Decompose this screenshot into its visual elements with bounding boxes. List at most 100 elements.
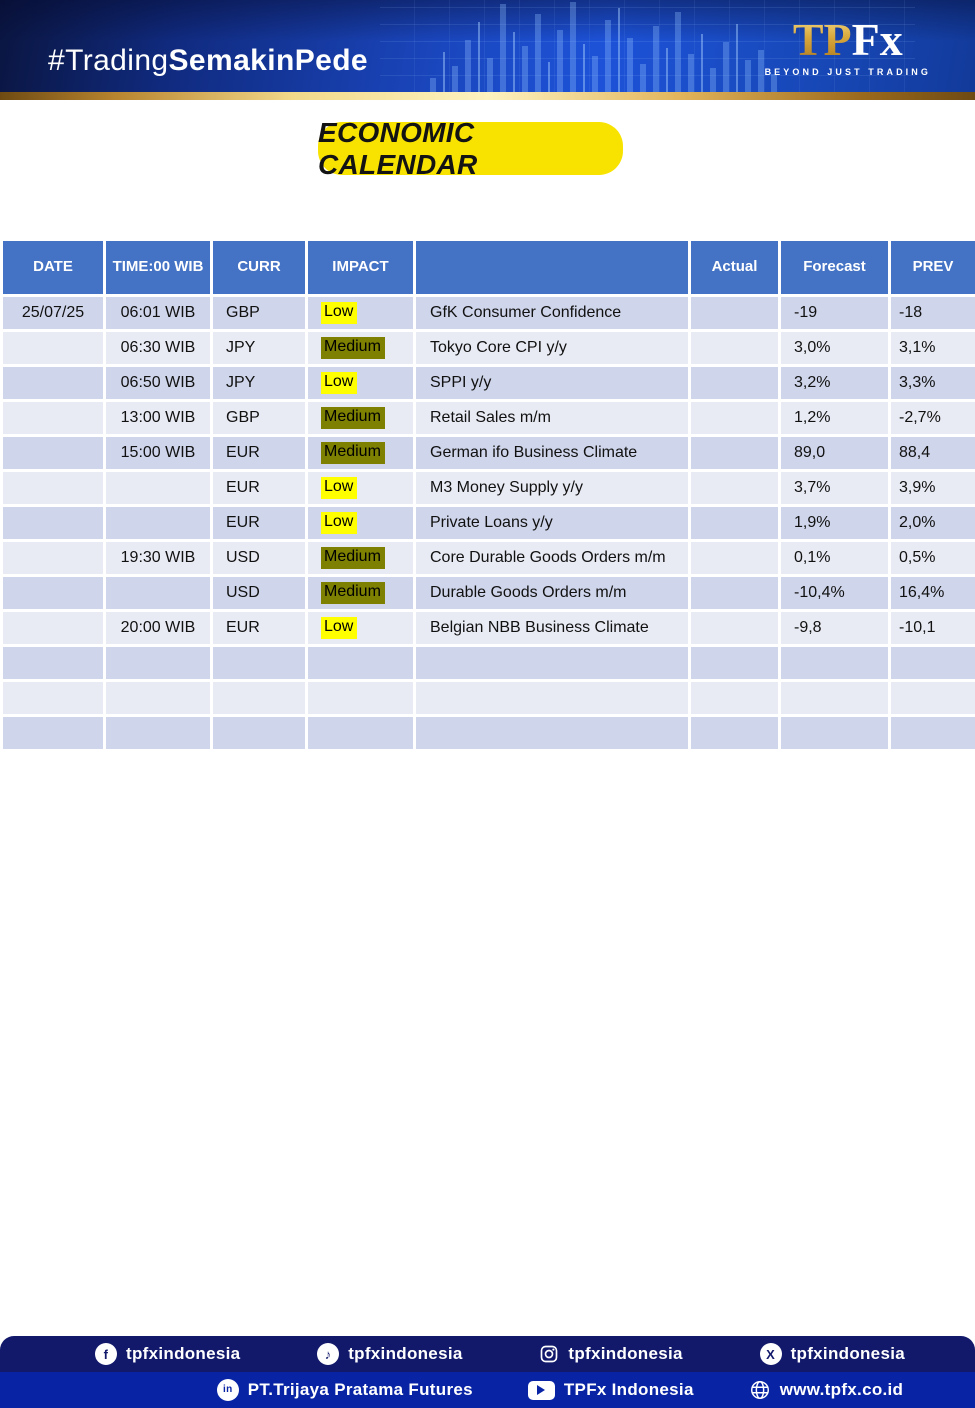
globe-icon	[749, 1379, 771, 1401]
table-row: 13:00 WIB GBP Medium Retail Sales m/m 1,…	[0, 399, 975, 437]
social-label: tpfxindonesia	[790, 1344, 905, 1363]
cell-actual	[688, 609, 781, 647]
linkedin-icon: in	[216, 1379, 239, 1401]
cell-date	[0, 679, 106, 717]
table-row	[0, 644, 975, 682]
cell-prev: 88,4	[888, 434, 975, 472]
logo-tagline: BEYOND JUST TRADING	[764, 67, 931, 78]
cell-prev: 16,4%	[888, 574, 975, 612]
page-title-badge: ECONOMIC CALENDAR	[318, 117, 623, 180]
table-row	[0, 679, 975, 717]
cell-time	[103, 679, 213, 717]
social-label: tpfxindonesia	[568, 1344, 683, 1363]
impact-badge: Medium	[321, 442, 385, 464]
cell-prev: 0,5%	[888, 539, 975, 577]
table-row: EUR Low M3 Money Supply y/y 3,7% 3,9%	[0, 469, 975, 507]
social-instagram[interactable]: tpfxindonesia	[539, 1344, 682, 1364]
gold-divider	[0, 92, 975, 100]
header-impact: IMPACT	[305, 238, 416, 297]
table-row: 06:50 WIB JPY Low SPPI y/y 3,2% 3,3%	[0, 364, 975, 402]
cell-currency: EUR	[210, 504, 308, 542]
cell-time: 06:50 WIB	[103, 364, 213, 402]
cell-actual	[688, 504, 781, 542]
cell-currency: USD	[210, 539, 308, 577]
cell-time: 20:00 WIB	[103, 609, 213, 647]
banner-chart-decoration	[430, 0, 895, 92]
impact-badge: Medium	[321, 582, 385, 604]
cell-currency: EUR	[210, 609, 308, 647]
cell-actual	[688, 434, 781, 472]
cell-event: German ifo Business Climate	[413, 434, 691, 472]
cell-date	[0, 644, 106, 682]
cell-impact: Low	[305, 294, 416, 332]
cell-currency: GBP	[210, 399, 308, 437]
cell-impact: Low	[305, 609, 416, 647]
impact-badge: Low	[321, 512, 358, 534]
hashtag-bold-part: SemakinPede	[168, 44, 369, 77]
hashtag-light-part: #Trading	[48, 44, 169, 77]
info-linkedin[interactable]: in PT.Trijaya Pratama Futures	[216, 1379, 473, 1401]
info-label: PT.Trijaya Pratama Futures	[247, 1380, 473, 1399]
cell-actual	[688, 644, 781, 682]
cell-currency: JPY	[210, 329, 308, 367]
cell-event: Tokyo Core CPI y/y	[413, 329, 691, 367]
info-bar: in PT.Trijaya Pratama Futures TPFx Indon…	[0, 1372, 975, 1408]
logo-tp: TP	[792, 14, 852, 65]
x-icon: X	[759, 1343, 782, 1365]
cell-impact: Low	[305, 504, 416, 542]
social-x[interactable]: X tpfxindonesia	[759, 1343, 905, 1365]
cell-actual	[688, 364, 781, 402]
cell-time: 15:00 WIB	[103, 434, 213, 472]
info-website[interactable]: www.tpfx.co.id	[749, 1379, 904, 1401]
cell-prev: 3,1%	[888, 329, 975, 367]
impact-badge: Medium	[321, 407, 385, 429]
cell-currency: JPY	[210, 364, 308, 402]
cell-actual	[688, 294, 781, 332]
cell-prev: -18	[888, 294, 975, 332]
info-label: TPFx Indonesia	[563, 1380, 694, 1399]
header-time: TIME:00 WIB	[103, 238, 213, 297]
header-prev: PREV	[888, 238, 975, 297]
cell-actual	[688, 714, 781, 752]
info-label: www.tpfx.co.id	[779, 1380, 904, 1399]
header-date: DATE	[0, 238, 106, 297]
cell-forecast: 1,2%	[778, 399, 891, 437]
cell-date	[0, 539, 106, 577]
table-row: 15:00 WIB EUR Medium German ifo Business…	[0, 434, 975, 472]
cell-impact: Low	[305, 469, 416, 507]
social-facebook[interactable]: f tpfxindonesia	[95, 1343, 240, 1365]
cell-date	[0, 329, 106, 367]
cell-forecast: 3,2%	[778, 364, 891, 402]
cell-time: 06:30 WIB	[103, 329, 213, 367]
cell-date	[0, 504, 106, 542]
cell-event	[413, 644, 691, 682]
cell-impact: Medium	[305, 399, 416, 437]
cell-currency	[210, 679, 308, 717]
header-forecast: Forecast	[778, 238, 891, 297]
cell-forecast: 1,9%	[778, 504, 891, 542]
cell-impact: Medium	[305, 329, 416, 367]
cell-time: 19:30 WIB	[103, 539, 213, 577]
table-row: 25/07/25 06:01 WIB GBP Low GfK Consumer …	[0, 294, 975, 332]
cell-currency: EUR	[210, 469, 308, 507]
cell-actual	[688, 329, 781, 367]
cell-forecast: -10,4%	[778, 574, 891, 612]
info-youtube[interactable]: TPFx Indonesia	[527, 1380, 694, 1400]
table-row: EUR Low Private Loans y/y 1,9% 2,0%	[0, 504, 975, 542]
cell-event: GfK Consumer Confidence	[413, 294, 691, 332]
cell-time	[103, 644, 213, 682]
cell-time	[103, 574, 213, 612]
cell-time: 13:00 WIB	[103, 399, 213, 437]
cell-time	[103, 504, 213, 542]
cell-forecast: 89,0	[778, 434, 891, 472]
social-tiktok[interactable]: ♪ tpfxindonesia	[317, 1343, 462, 1365]
table-row: 19:30 WIB USD Medium Core Durable Goods …	[0, 539, 975, 577]
cell-event: Belgian NBB Business Climate	[413, 609, 691, 647]
cell-date	[0, 714, 106, 752]
cell-event	[413, 679, 691, 717]
social-bar: f tpfxindonesia ♪ tpfxindonesia tpfxindo…	[0, 1336, 975, 1372]
banner-grid-decoration	[380, 0, 915, 92]
cell-currency	[210, 644, 308, 682]
table-header-row: DATE TIME:00 WIB CURR IMPACT Actual Fore…	[0, 238, 975, 297]
